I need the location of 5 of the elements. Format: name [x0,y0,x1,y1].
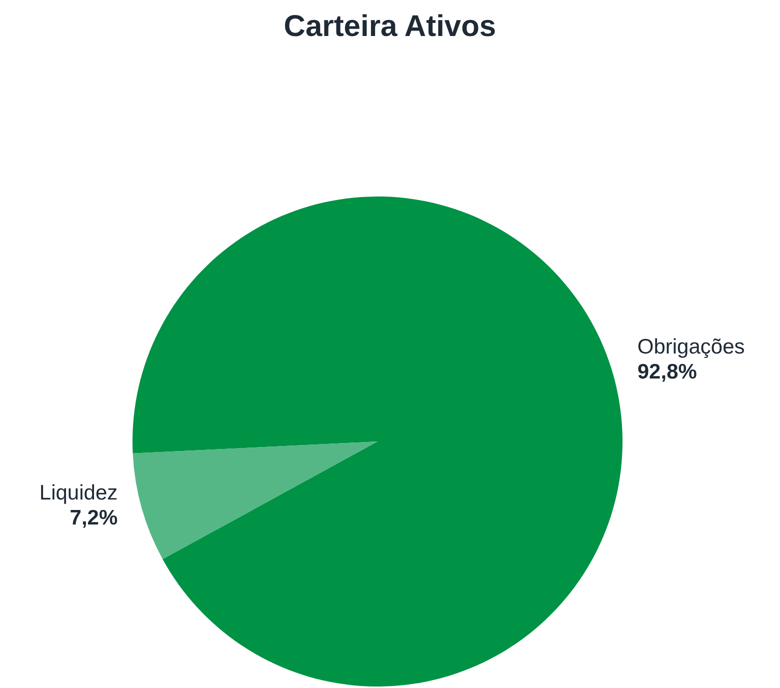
chart-title: Carteira Ativos [284,10,496,43]
slice-label: Liquidez [39,482,118,505]
data-label: 7,2% [70,506,118,530]
slice-label: Obrigações [637,335,745,358]
data-label: 92,8% [637,360,698,384]
